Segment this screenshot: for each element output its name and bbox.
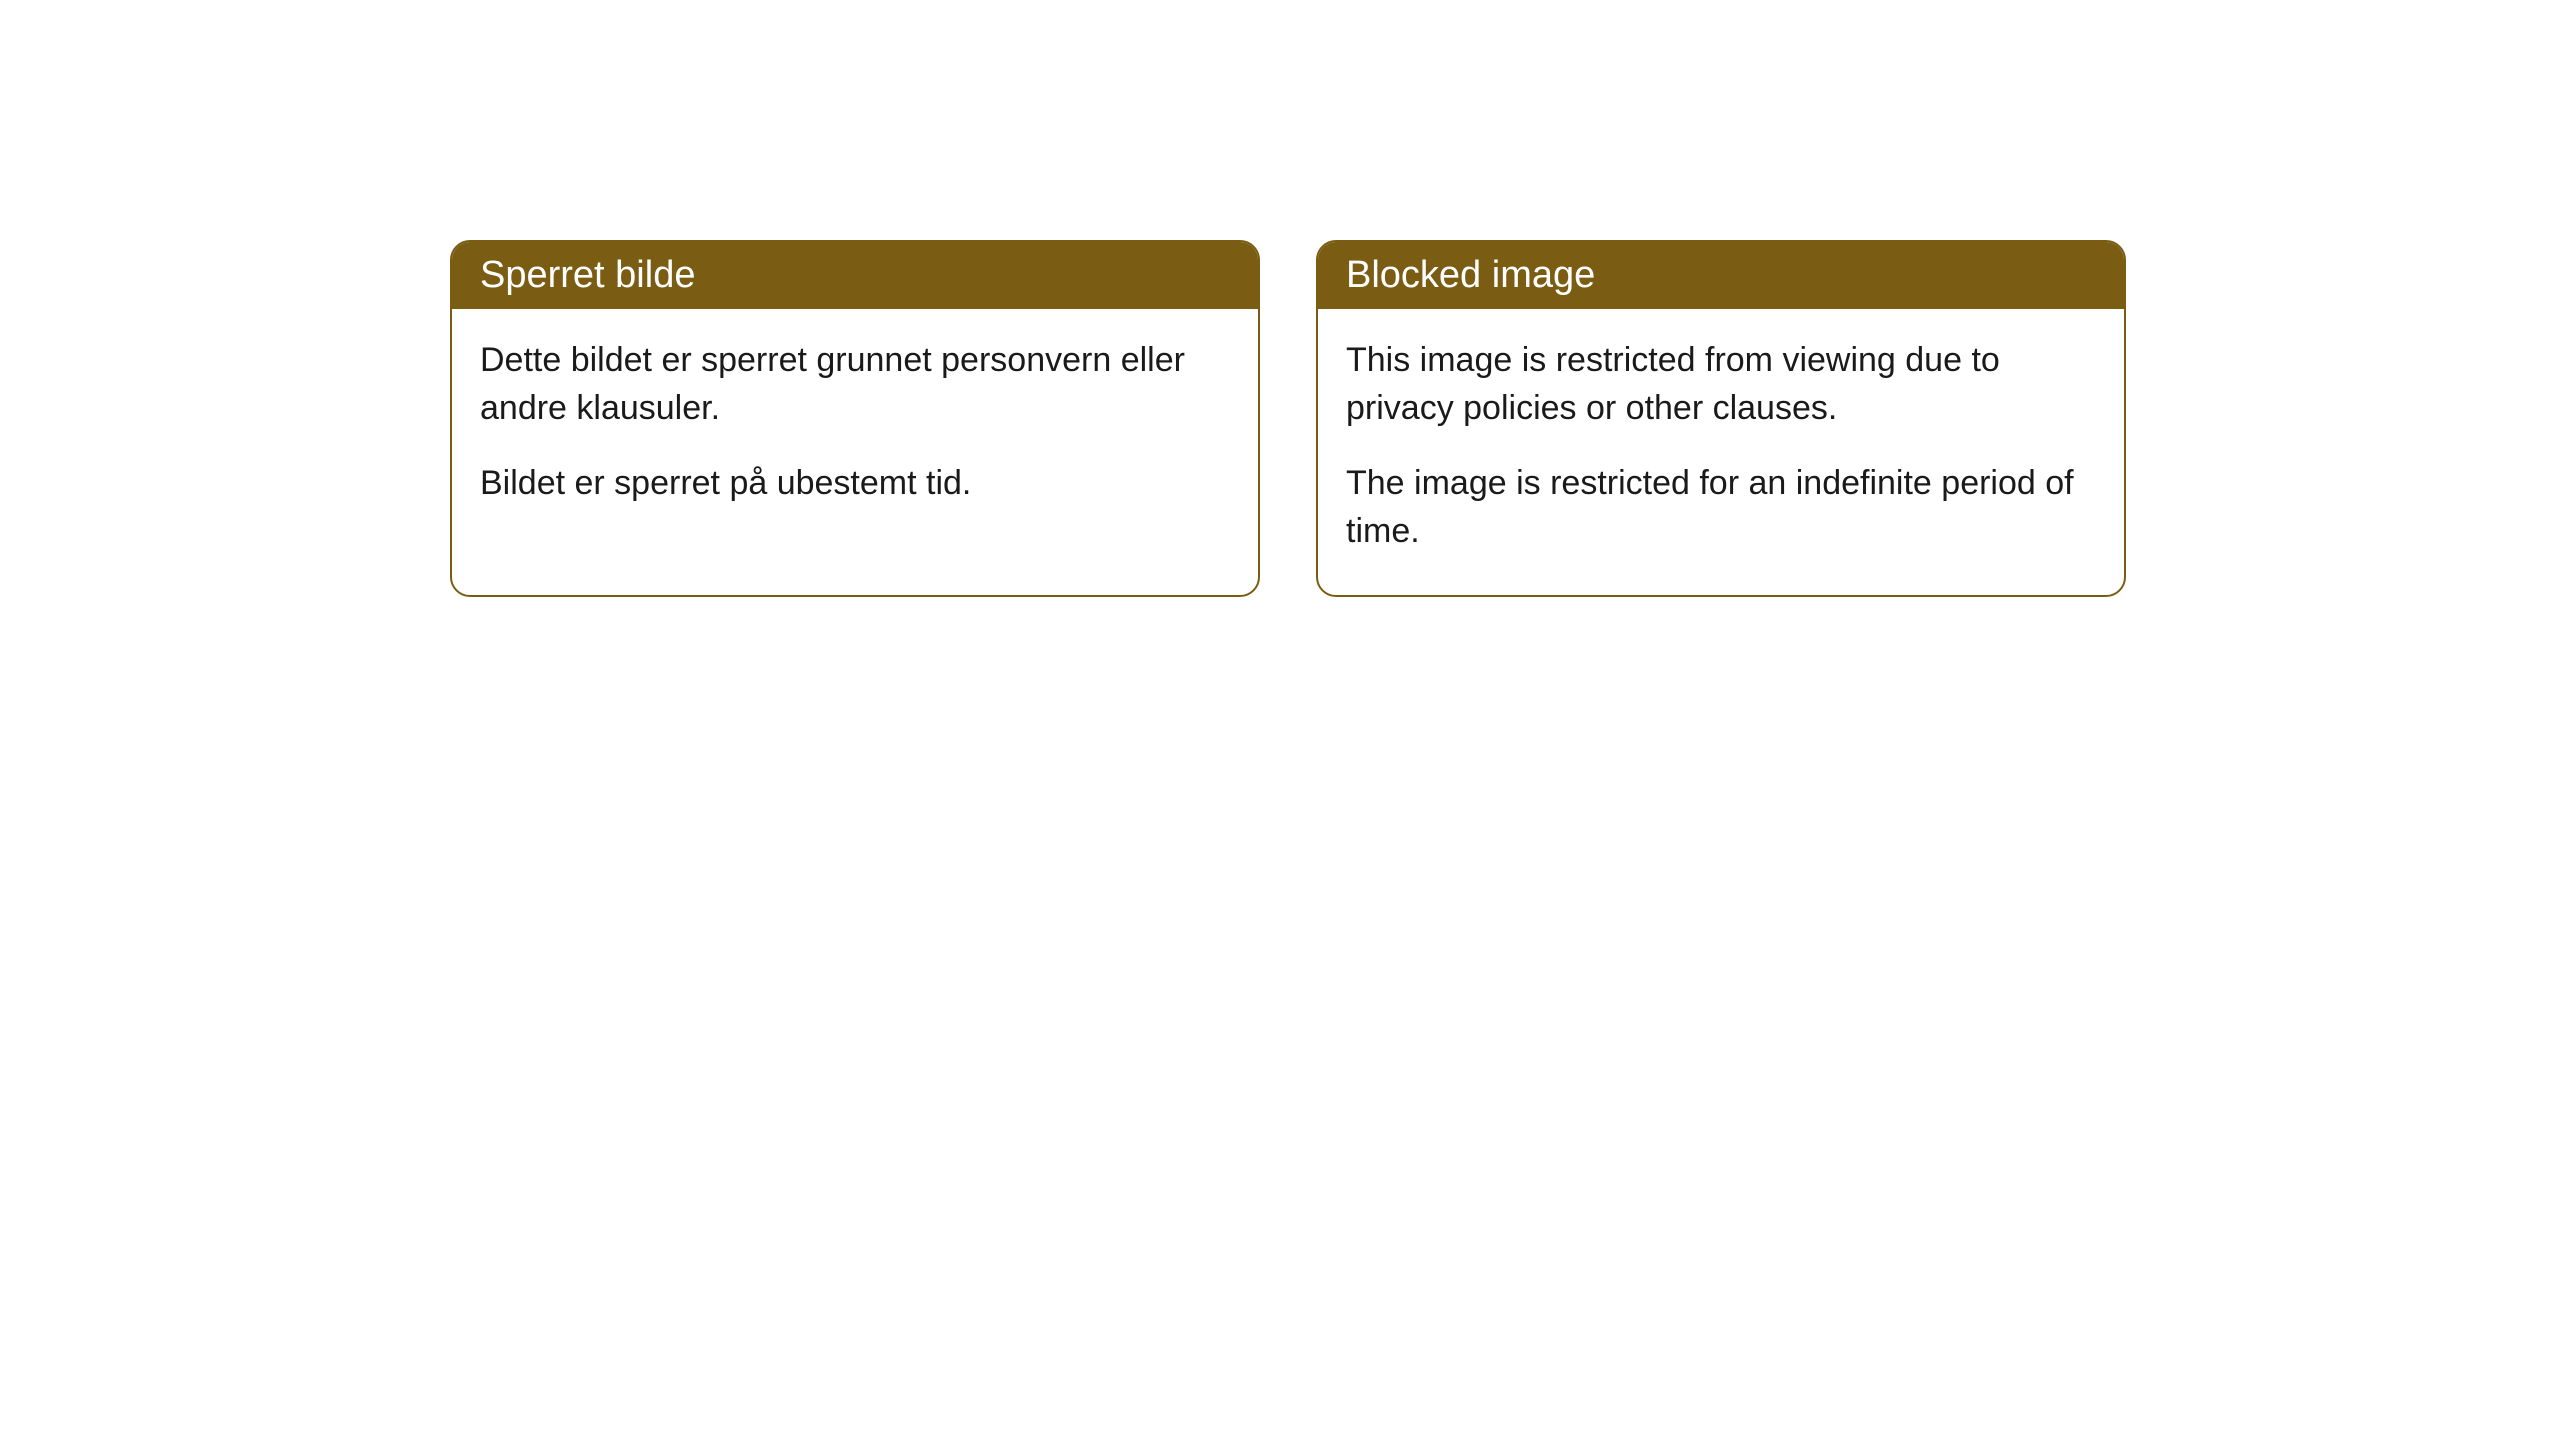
notice-cards-container: Sperret bilde Dette bildet er sperret gr… <box>450 240 2126 597</box>
card-title: Sperret bilde <box>480 254 695 296</box>
card-paragraph: This image is restricted from viewing du… <box>1346 337 2096 432</box>
notice-card-norwegian: Sperret bilde Dette bildet er sperret gr… <box>450 240 1260 597</box>
card-body: This image is restricted from viewing du… <box>1318 309 2124 595</box>
card-paragraph: Dette bildet er sperret grunnet personve… <box>480 337 1230 432</box>
card-paragraph: Bildet er sperret på ubestemt tid. <box>480 460 1230 508</box>
card-header: Blocked image <box>1318 242 2124 309</box>
card-paragraph: The image is restricted for an indefinit… <box>1346 460 2096 555</box>
notice-card-english: Blocked image This image is restricted f… <box>1316 240 2126 597</box>
card-title: Blocked image <box>1346 254 1595 296</box>
card-body: Dette bildet er sperret grunnet personve… <box>452 309 1258 548</box>
card-header: Sperret bilde <box>452 242 1258 309</box>
